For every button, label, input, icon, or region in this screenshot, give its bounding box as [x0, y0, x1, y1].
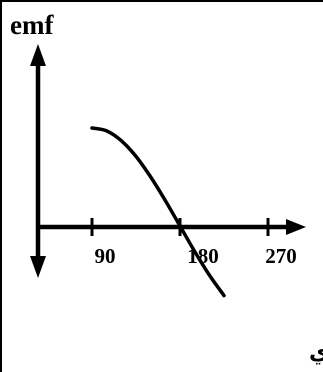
emf-curve — [90, 126, 226, 298]
y-axis-arrowhead-up — [30, 44, 46, 66]
x-axis-tick-labels: 90 180 270 — [95, 244, 297, 268]
y-axis-label: emf — [10, 10, 54, 40]
x-tick-label-270: 270 — [265, 244, 297, 268]
y-axis-arrowhead-down — [30, 256, 46, 278]
x-tick-label-90: 90 — [95, 244, 116, 268]
x-axis-arrowhead — [286, 219, 306, 235]
caption: من الوضع الموازي — [309, 340, 323, 365]
